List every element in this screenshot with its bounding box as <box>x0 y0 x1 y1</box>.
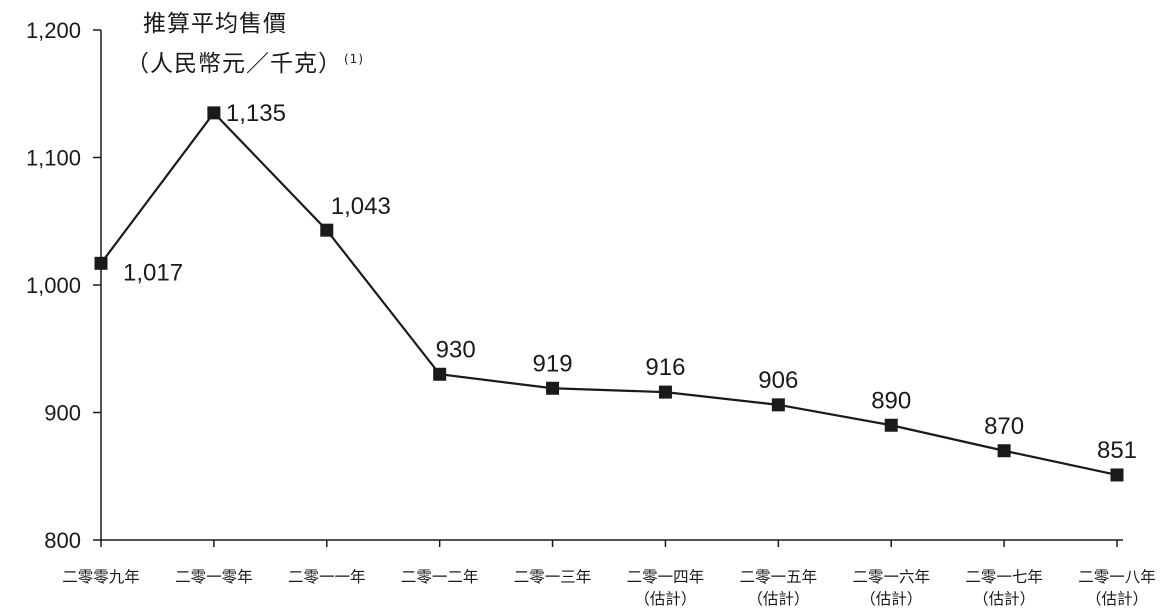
data-point-marker <box>433 367 447 381</box>
data-label: 1,043 <box>331 193 391 220</box>
data-point-marker <box>997 444 1011 458</box>
y-tick-label: 1,000 <box>26 273 81 298</box>
data-label: 870 <box>984 413 1024 440</box>
data-point-marker <box>884 418 898 432</box>
data-label: 851 <box>1097 437 1137 464</box>
x-tick-label: 二零一三年 <box>514 568 592 586</box>
x-tick-label: 二零一一年 <box>288 568 366 586</box>
x-tick-label: 二零一八年 <box>1078 568 1156 586</box>
data-point-marker <box>771 398 785 412</box>
data-point-marker <box>94 256 108 270</box>
x-tick-sublabel: （估計） <box>747 590 809 608</box>
y-tick-label: 900 <box>44 401 81 426</box>
y-tick-label: 1,200 <box>26 18 81 43</box>
y-tick-label: 800 <box>44 528 81 553</box>
data-label: 919 <box>533 350 573 377</box>
y-axis-footnote-marker: (1) <box>344 52 364 66</box>
data-point-marker <box>320 223 334 237</box>
data-label: 930 <box>436 336 476 363</box>
x-tick-sublabel: （估計） <box>860 590 922 608</box>
x-tick-sublabel: （估計） <box>973 590 1035 608</box>
y-axis-unit: （人民幣元／千克） <box>126 51 342 77</box>
data-label: 906 <box>758 367 798 394</box>
data-point-marker <box>207 106 221 120</box>
x-tick-label: 二零一七年 <box>965 568 1043 586</box>
data-point-marker <box>1110 468 1124 482</box>
x-tick-sublabel: （估計） <box>1086 590 1148 608</box>
x-tick-label: 二零零九年 <box>62 568 140 586</box>
x-tick-label: 二零一零年 <box>175 568 253 586</box>
y-axis-title-line2: （人民幣元／千克） (1) <box>126 44 364 78</box>
data-label: 890 <box>871 387 911 414</box>
x-tick-sublabel: （估計） <box>634 590 696 608</box>
data-point-marker <box>658 385 672 399</box>
axes: 800 900 1,000 1,100 1,200 二零零九年 二零一零年 二零一一年 二零一二… <box>26 18 1156 608</box>
series-polyline <box>100 111 1118 477</box>
series-line <box>94 106 1124 482</box>
x-tick-label: 二零一四年 <box>627 568 705 586</box>
x-tick-label: 二零一五年 <box>740 568 818 586</box>
data-labels: 1,017 1,135 1,043 930 919 916 906 890 870 851 <box>123 100 1137 464</box>
data-label: 1,135 <box>226 100 286 127</box>
x-tick-label: 二零一二年 <box>401 568 479 586</box>
y-axis-title-line1: 推算平均售價 <box>143 11 287 37</box>
y-tick-label: 1,100 <box>26 146 81 171</box>
data-point-marker <box>546 381 560 395</box>
data-label: 916 <box>645 354 685 381</box>
data-label: 1,017 <box>123 259 183 286</box>
x-tick-label: 二零一六年 <box>852 568 930 586</box>
